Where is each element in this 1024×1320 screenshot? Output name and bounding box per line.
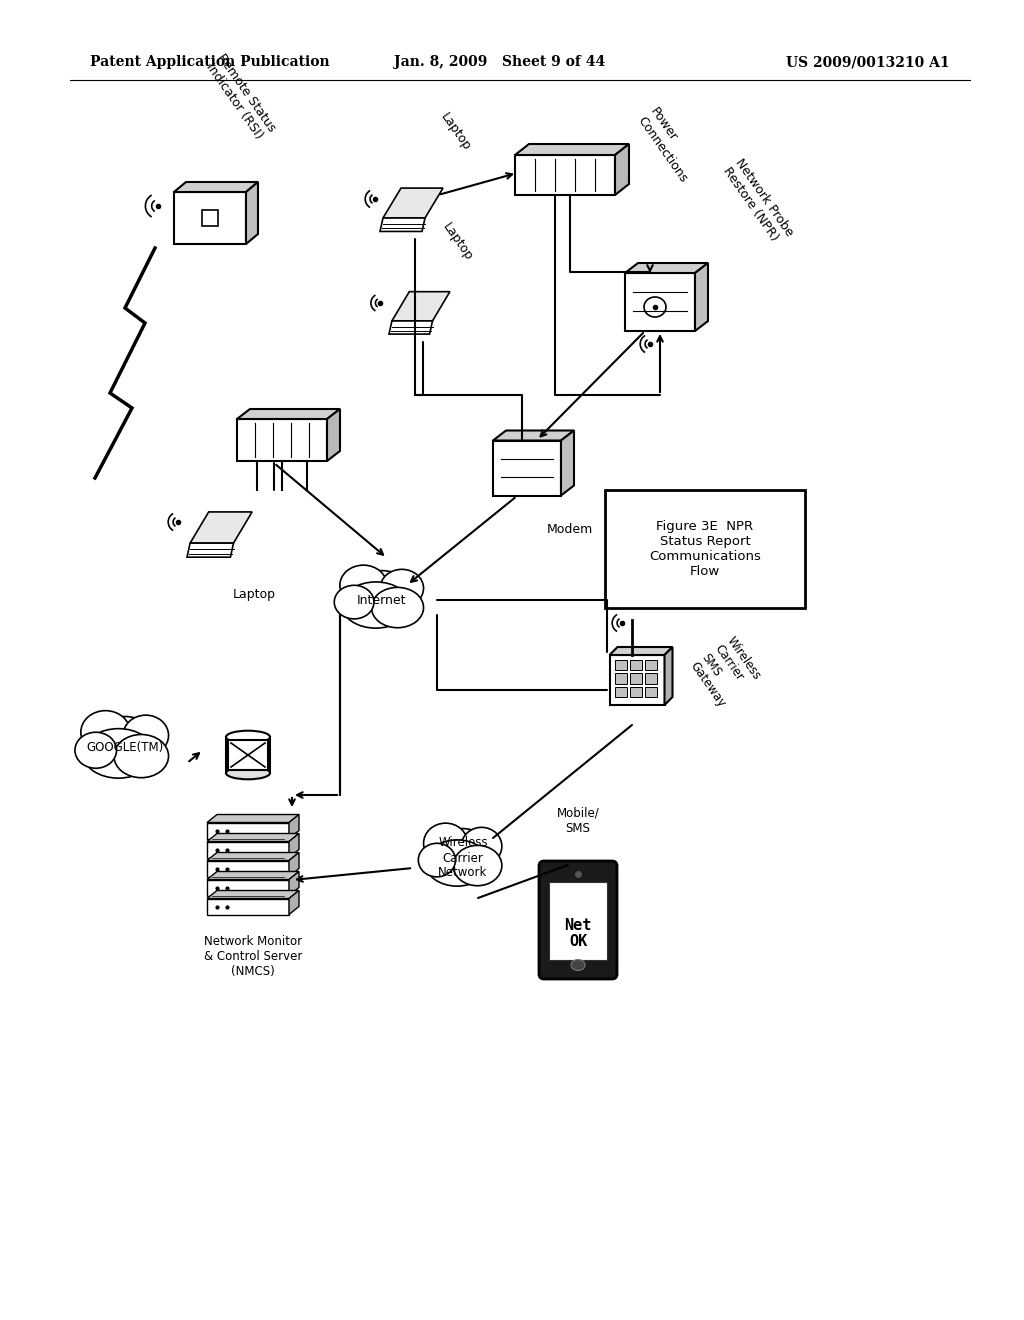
Bar bbox=[207, 861, 289, 876]
Ellipse shape bbox=[380, 569, 424, 607]
Bar bbox=[207, 879, 289, 895]
Ellipse shape bbox=[81, 710, 130, 754]
Bar bbox=[549, 882, 607, 960]
Polygon shape bbox=[207, 853, 299, 861]
Text: Jan. 8, 2009   Sheet 9 of 44: Jan. 8, 2009 Sheet 9 of 44 bbox=[394, 55, 605, 69]
Bar bbox=[237, 418, 327, 461]
Ellipse shape bbox=[114, 734, 169, 777]
Polygon shape bbox=[493, 430, 574, 441]
Bar bbox=[605, 490, 805, 609]
Text: Power
Connections: Power Connections bbox=[635, 106, 702, 185]
Polygon shape bbox=[392, 292, 450, 321]
Text: Wireless
Carrier
SMS
Gateway: Wireless Carrier SMS Gateway bbox=[687, 634, 765, 710]
Ellipse shape bbox=[454, 845, 502, 886]
Text: US 2009/0013210 A1: US 2009/0013210 A1 bbox=[786, 55, 950, 69]
Ellipse shape bbox=[342, 582, 410, 628]
Text: Modem: Modem bbox=[547, 523, 593, 536]
Text: Net: Net bbox=[564, 917, 592, 932]
Ellipse shape bbox=[354, 570, 410, 616]
FancyBboxPatch shape bbox=[539, 861, 617, 979]
Bar bbox=[202, 210, 218, 226]
Polygon shape bbox=[207, 871, 299, 879]
Text: Wireless
Carrier
Network: Wireless Carrier Network bbox=[438, 837, 487, 879]
Text: Mobile/
SMS: Mobile/ SMS bbox=[557, 807, 599, 836]
Bar bbox=[614, 686, 627, 697]
Ellipse shape bbox=[226, 731, 270, 743]
Text: Laptop: Laptop bbox=[440, 220, 475, 263]
Ellipse shape bbox=[334, 585, 374, 619]
Polygon shape bbox=[289, 871, 299, 895]
Polygon shape bbox=[207, 814, 299, 822]
Bar bbox=[644, 660, 656, 671]
Bar bbox=[226, 737, 270, 774]
Bar bbox=[614, 660, 627, 671]
Ellipse shape bbox=[83, 729, 155, 779]
Polygon shape bbox=[190, 512, 252, 543]
Text: Patent Application Publication: Patent Application Publication bbox=[90, 55, 330, 69]
Ellipse shape bbox=[75, 733, 117, 768]
Polygon shape bbox=[207, 891, 299, 899]
Polygon shape bbox=[389, 321, 432, 334]
Polygon shape bbox=[187, 543, 233, 557]
Polygon shape bbox=[289, 853, 299, 876]
Polygon shape bbox=[289, 833, 299, 858]
Bar bbox=[625, 273, 695, 331]
Text: Remote Status
Indicator (RSI): Remote Status Indicator (RSI) bbox=[202, 51, 278, 143]
Polygon shape bbox=[327, 409, 340, 461]
Ellipse shape bbox=[226, 767, 270, 779]
Polygon shape bbox=[665, 647, 673, 705]
Text: Internet: Internet bbox=[357, 594, 407, 606]
Polygon shape bbox=[246, 182, 258, 244]
Polygon shape bbox=[174, 182, 258, 191]
Ellipse shape bbox=[424, 824, 468, 863]
Bar bbox=[609, 655, 665, 705]
Polygon shape bbox=[383, 187, 443, 218]
Bar bbox=[228, 741, 268, 770]
Ellipse shape bbox=[372, 587, 424, 628]
Ellipse shape bbox=[419, 843, 456, 876]
Ellipse shape bbox=[461, 828, 502, 865]
Bar bbox=[644, 673, 656, 684]
Text: OK: OK bbox=[569, 935, 587, 949]
Bar bbox=[614, 673, 627, 684]
Ellipse shape bbox=[425, 840, 489, 886]
Polygon shape bbox=[515, 144, 629, 154]
Bar bbox=[644, 686, 656, 697]
Bar bbox=[630, 686, 641, 697]
Polygon shape bbox=[695, 263, 708, 331]
Text: Figure 3E  NPR
Status Report
Communications
Flow: Figure 3E NPR Status Report Communicatio… bbox=[649, 520, 761, 578]
Polygon shape bbox=[609, 647, 673, 655]
Bar bbox=[515, 154, 615, 195]
Bar bbox=[174, 191, 246, 244]
Ellipse shape bbox=[340, 565, 387, 606]
Polygon shape bbox=[289, 814, 299, 838]
Bar bbox=[630, 660, 641, 671]
Text: Laptop: Laptop bbox=[233, 587, 276, 601]
Text: Network Monitor
& Control Server
(NMCS): Network Monitor & Control Server (NMCS) bbox=[204, 935, 302, 978]
Polygon shape bbox=[615, 144, 629, 195]
Polygon shape bbox=[289, 891, 299, 915]
Ellipse shape bbox=[571, 960, 585, 970]
Text: Laptop: Laptop bbox=[438, 111, 473, 153]
Polygon shape bbox=[380, 218, 425, 231]
Polygon shape bbox=[237, 409, 340, 418]
Bar bbox=[207, 899, 289, 915]
Polygon shape bbox=[207, 833, 299, 842]
Text: Network Probe
Restore (NPR): Network Probe Restore (NPR) bbox=[720, 156, 796, 247]
Ellipse shape bbox=[437, 829, 489, 875]
Bar bbox=[207, 822, 289, 838]
Polygon shape bbox=[561, 430, 574, 495]
Bar bbox=[207, 842, 289, 858]
Polygon shape bbox=[625, 263, 708, 273]
Ellipse shape bbox=[123, 715, 169, 755]
Ellipse shape bbox=[96, 717, 155, 766]
Bar bbox=[493, 441, 561, 495]
Text: GOOGLE(TM): GOOGLE(TM) bbox=[86, 742, 164, 755]
Bar bbox=[630, 673, 641, 684]
